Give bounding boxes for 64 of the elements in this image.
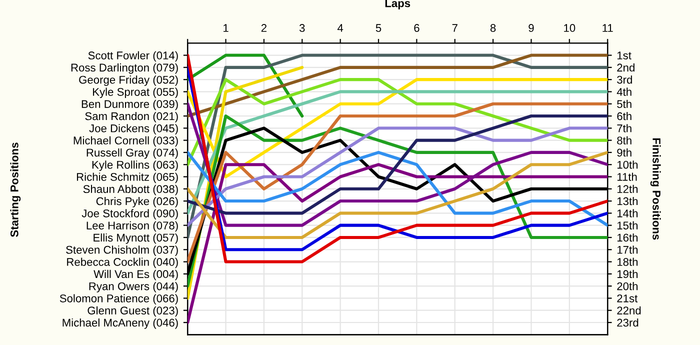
- text: Will Van Es (004): [94, 270, 178, 280]
- y2-tick-label: 9th: [617, 148, 632, 157]
- y2-tick-label: 5th: [617, 100, 632, 108]
- y2-tick-label: 13th: [617, 197, 638, 206]
- text: Starting Positions: [10, 142, 21, 237]
- x-tick-label: 4: [337, 24, 344, 32]
- text: Scott Fowler (014): [88, 51, 178, 62]
- text: Rebecca Cocklin (040): [67, 258, 178, 268]
- x-tick-label: 3: [299, 24, 305, 32]
- y2-tick-label: 21st: [617, 294, 638, 302]
- y2-tick-label: 22nd: [617, 306, 641, 314]
- x-tick-label: 6: [414, 24, 420, 32]
- y2-tick-label: 19th: [617, 270, 638, 278]
- text: Lee Harrison (078): [86, 221, 178, 232]
- text: Joe Stockford (090): [82, 209, 178, 220]
- y2-tick-label: 20th: [617, 282, 638, 290]
- x-tick-label: 1: [224, 24, 228, 32]
- x-tick-label: 8: [490, 24, 496, 32]
- text: Michael Cornell (033): [74, 136, 178, 147]
- x-tick-label: 5: [376, 24, 382, 32]
- text: Russell Gray (074): [86, 148, 178, 159]
- y2-tick-label: 10th: [617, 160, 638, 169]
- y2-tick-label: 16th: [617, 233, 638, 242]
- y2-tick-label: 8th: [617, 136, 632, 144]
- text: Solomon Patience (066): [60, 294, 178, 305]
- y2-tick-label: 14th: [617, 209, 638, 218]
- y2-tick-label: 1st: [617, 52, 632, 60]
- x-tick-label: 9: [528, 24, 534, 32]
- text: Kyle Rollins (063): [92, 160, 178, 171]
- text: Glenn Guest (023): [88, 306, 178, 317]
- text: Ross Darlington (079): [71, 63, 178, 74]
- text: Chris Pyke (026): [96, 197, 178, 208]
- line-series: [188, 102, 608, 264]
- line-series: [188, 126, 608, 227]
- y2-tick-label: 12th: [617, 184, 638, 193]
- text: Joe Dickens (045): [89, 124, 178, 134]
- x-tick-label: 2: [261, 24, 266, 32]
- y2-tick-label: 23rd: [617, 318, 638, 327]
- y2-tick-label: 18th: [617, 258, 638, 266]
- y2-tick-label: 2nd: [617, 63, 634, 72]
- line-series: [188, 54, 608, 118]
- text: Ben Dunmore (039): [82, 100, 178, 110]
- x-tick-label: 7: [452, 24, 458, 32]
- y2-tick-label: 11th: [617, 172, 637, 181]
- y2-tick-label: 7th: [617, 124, 632, 132]
- text: George Friday (052): [79, 76, 178, 86]
- text: Richie Schmitz (065): [76, 172, 178, 184]
- line-series: [188, 90, 608, 215]
- y2-axis-title: Finishing Positions: [650, 138, 661, 240]
- y2-tick-label: 4th: [616, 88, 632, 96]
- x-tick-label: 10: [564, 24, 576, 32]
- y2-tick-label: 6th: [617, 112, 632, 120]
- text: Shaun Abbott (038): [83, 184, 178, 196]
- text: Michael McAneny (046): [62, 318, 178, 329]
- text: Sam Randon (021): [85, 112, 178, 122]
- y2-tick-label: 3rd: [617, 76, 632, 84]
- x-tick-label: 11: [602, 24, 613, 32]
- text: Steven Chisholm (037): [66, 246, 178, 256]
- line-series: [188, 114, 608, 215]
- text: Ryan Owers (044): [89, 282, 178, 292]
- y2-tick-label: 15th: [617, 221, 638, 230]
- y2-tick-label: 17th: [617, 246, 638, 254]
- text: Ellis Mynott (057): [94, 233, 178, 244]
- text: Kyle Sproat (055): [93, 88, 178, 98]
